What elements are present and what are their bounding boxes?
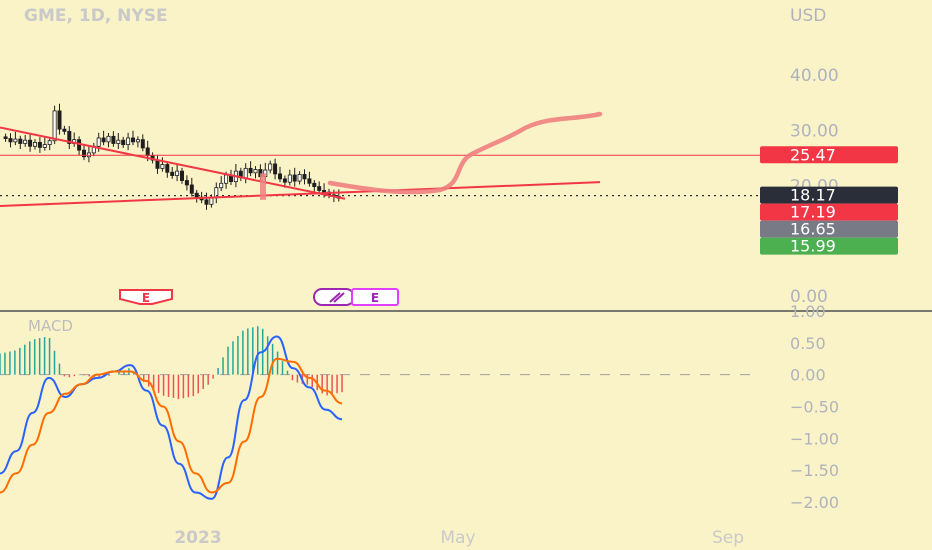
candle (175, 163, 180, 182)
price-label-text: 17.19 (790, 203, 836, 222)
price-label[interactable]: 18.17 (760, 186, 898, 205)
candle (82, 144, 87, 161)
candle (126, 132, 131, 151)
candle (179, 167, 184, 184)
earnings-marker-2[interactable]: E (351, 288, 399, 306)
macd-tick: −0.50 (790, 398, 839, 417)
candle (62, 125, 67, 135)
candle (248, 161, 253, 177)
macd-title: MACD (28, 317, 73, 335)
candle (42, 137, 47, 151)
candle (3, 133, 8, 142)
candle (130, 130, 135, 146)
candle (67, 126, 72, 150)
candle (184, 175, 189, 191)
macd-tick: −1.50 (790, 461, 839, 480)
candle (37, 137, 42, 153)
macd-axis: 1.00 0.50 0.00 −0.50 −1.00 −1.50 −2.00 (0, 302, 839, 512)
candle (111, 131, 116, 147)
macd-tick: 1.00 (790, 302, 826, 321)
candle (292, 167, 297, 187)
candle (204, 192, 209, 210)
candle (273, 158, 278, 180)
price-label[interactable]: 25.47 (760, 145, 898, 164)
candle (23, 134, 28, 147)
candle (33, 139, 38, 150)
time-label-may: May (440, 528, 475, 548)
macd-tick: 0.00 (790, 366, 826, 385)
ascending-trendline[interactable] (0, 181, 601, 207)
earnings-marker-1-label: E (142, 291, 150, 305)
macd-line (0, 335, 343, 500)
candle (52, 105, 57, 145)
symbol-title: GME, 1D, NYSE (24, 6, 168, 26)
candle (312, 179, 317, 193)
candle (140, 134, 145, 152)
earnings-marker-1[interactable]: E (119, 289, 173, 305)
candle (189, 177, 194, 197)
price-label[interactable]: 15.99 (760, 237, 898, 256)
price-tick: 30.00 (790, 121, 839, 141)
earnings-marker-2-label: E (371, 291, 379, 305)
price-label-text: 18.17 (790, 186, 836, 205)
candle (219, 176, 224, 192)
candles-layer (3, 103, 341, 210)
macd-tick: −1.00 (790, 429, 839, 448)
price-tick: 40.00 (790, 66, 839, 86)
candle (135, 136, 140, 148)
signal-line (0, 357, 343, 494)
macd-lines (0, 335, 343, 500)
candle (277, 166, 282, 183)
candle (18, 135, 23, 150)
candle (101, 130, 106, 146)
candle (160, 157, 165, 172)
price-tick: 0.00 (790, 287, 828, 307)
time-label-sep: Sep (712, 528, 744, 548)
candle (165, 161, 170, 178)
projection-path[interactable] (327, 111, 603, 195)
price-label-text: 25.47 (790, 145, 836, 164)
candle (302, 169, 307, 185)
candle (121, 136, 126, 148)
split-marker[interactable] (313, 288, 355, 306)
candle (307, 171, 312, 187)
candle (13, 131, 18, 146)
price-label-text: 16.65 (790, 220, 836, 239)
time-label-2023: 2023 (174, 528, 221, 548)
candle (297, 171, 302, 185)
candle (268, 160, 273, 174)
candle (47, 137, 52, 151)
price-label[interactable]: 17.19 (760, 203, 898, 222)
candle (8, 133, 13, 148)
candle (317, 181, 322, 194)
currency-label: USD (790, 6, 826, 26)
price-label[interactable]: 16.65 (760, 220, 898, 239)
candle (106, 133, 111, 148)
candle (253, 166, 258, 179)
macd-tick: −2.00 (790, 493, 839, 512)
candle (287, 169, 292, 186)
candle (28, 133, 33, 152)
macd-tick: 0.50 (790, 334, 826, 353)
candle (116, 133, 121, 150)
candle (57, 103, 62, 135)
trendlines-layer (0, 111, 760, 207)
descending-trendline[interactable] (0, 126, 346, 200)
candle (170, 166, 175, 179)
price-label-text: 15.99 (790, 237, 836, 256)
highlight-bar (260, 173, 266, 200)
